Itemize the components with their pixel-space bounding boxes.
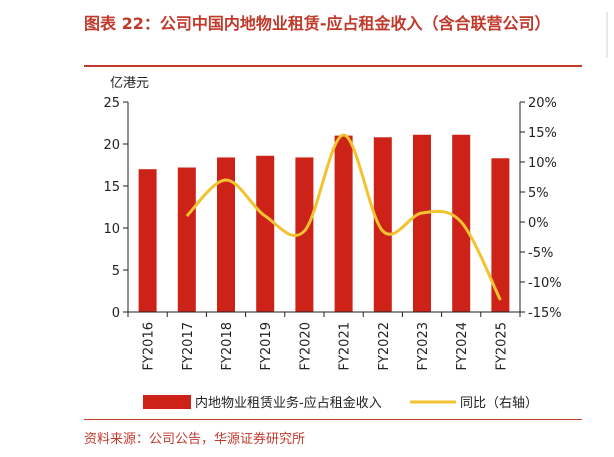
left-tick-label: 15: [103, 180, 120, 195]
line-series: [185, 133, 502, 301]
legend: 内地物业租赁业务-应占租金收入 同比（右轴）: [143, 395, 538, 411]
legend-swatch-bar: [143, 395, 191, 409]
bar-FY2016: [138, 169, 157, 312]
x-tick-label: FY2019: [259, 322, 274, 371]
right-tick-label: 5%: [528, 186, 549, 201]
bar-FY2017: [177, 167, 196, 312]
right-tick-label: -15%: [528, 306, 562, 321]
left-tick-label: 20: [103, 138, 120, 153]
x-tick-label: FY2020: [298, 322, 313, 371]
x-tick-label: FY2018: [220, 322, 235, 371]
y-axis-unit-label: 亿港元: [110, 76, 150, 91]
bar-FY2019: [256, 155, 275, 312]
adjacent-panel-edge: [606, 12, 614, 58]
x-tick-label: FY2017: [181, 322, 196, 371]
bar-FY2023: [413, 134, 431, 312]
axes: 0 5 10 15 20 25 -15% -10% -5% 0% 5% 10% 15% 20% FY2016…: [103, 96, 561, 371]
x-tick-label: FY2024: [455, 322, 470, 371]
right-tick-label: 20%: [528, 96, 557, 111]
legend-label-bar: 内地物业租赁业务-应占租金收入: [195, 395, 382, 411]
bar-FY2021: [334, 135, 353, 312]
legend-label-line: 同比（右轴）: [460, 396, 538, 411]
chart-title: 图表 22：公司中国内地物业租赁-应占租金收入（含合联营公司）: [84, 14, 551, 33]
left-tick-label: 5: [112, 264, 120, 279]
source-divider: [84, 419, 582, 420]
source-note: 资料来源：公司公告，华源证券研究所: [84, 432, 306, 447]
left-tick-label: 0: [112, 306, 120, 321]
bar-FY2020: [295, 157, 314, 312]
x-tick-label: FY2016: [142, 322, 157, 371]
title-divider: [84, 65, 582, 67]
left-tick-label: 10: [103, 222, 120, 237]
x-tick-label: FY2025: [494, 322, 509, 371]
x-tick-label: FY2023: [416, 322, 431, 371]
right-tick-label: -5%: [528, 246, 553, 261]
x-tick-label: FY2021: [338, 322, 353, 371]
x-tick-label: FY2022: [377, 322, 392, 371]
bar-series: [138, 134, 510, 312]
right-tick-label: 15%: [528, 126, 557, 141]
bar-FY2022: [373, 137, 392, 312]
right-tick-label: 0%: [528, 216, 549, 231]
left-tick-label: 25: [103, 96, 120, 111]
right-tick-label: -10%: [528, 276, 562, 291]
bar-FY2018: [217, 157, 235, 312]
right-tick-label: 10%: [528, 156, 557, 171]
bar-FY2025: [491, 158, 510, 312]
